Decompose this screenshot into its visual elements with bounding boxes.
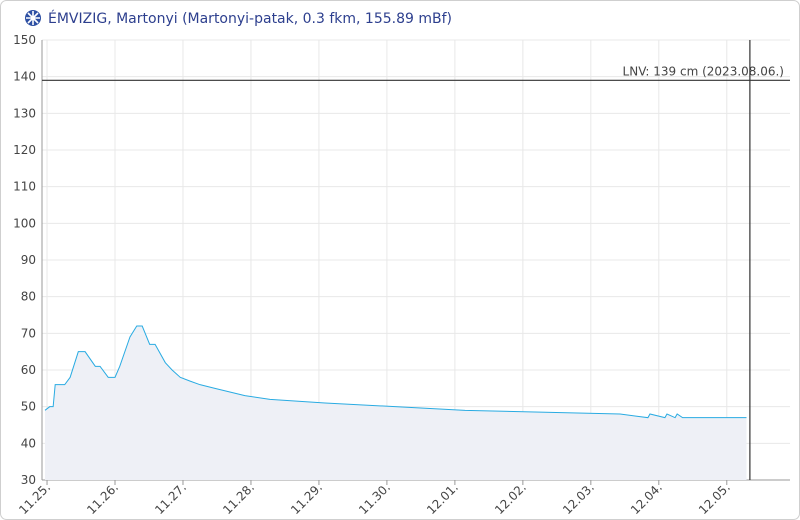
y-tick-label: 120 [13, 143, 36, 157]
reference-label: LNV: 139 cm (2023.08.06.) [623, 64, 784, 78]
y-tick-label: 80 [21, 290, 36, 304]
y-tick-label: 40 [21, 436, 36, 450]
area [44, 326, 747, 480]
chart-title: ÉMVIZIG, Martonyi (Martonyi-patak, 0.3 f… [48, 10, 452, 27]
y-tick-label: 140 [13, 70, 36, 84]
logo [25, 10, 41, 26]
y-tick-label: 150 [13, 33, 36, 47]
line [44, 325, 747, 419]
y-tick-label: 130 [13, 106, 36, 120]
y-tick-label: 100 [13, 216, 36, 230]
y-tick-label: 30 [21, 473, 36, 487]
y-tick-label: 60 [21, 363, 36, 377]
y-tick-label: 90 [21, 253, 36, 267]
y-tick-label: 110 [13, 180, 36, 194]
y-tick-label: 70 [21, 326, 36, 340]
y-tick-label: 50 [21, 400, 36, 414]
